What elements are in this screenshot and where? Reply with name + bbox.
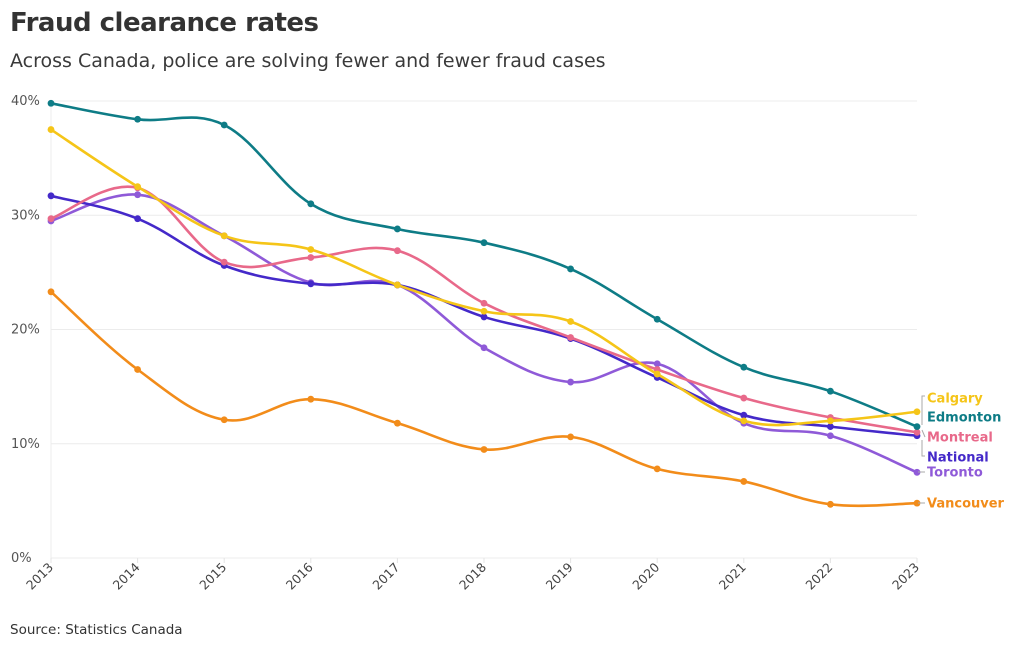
series-calgary: [47, 126, 921, 427]
point-calgary: [827, 417, 834, 425]
point-toronto: [134, 191, 142, 199]
point-vancouver: [653, 465, 661, 473]
x-tick-label: 2014: [110, 559, 143, 592]
point-edmonton: [567, 265, 574, 273]
x-axis: 2013 2014 2015 2016 2017 2018 2019 2020 2021 2022…: [23, 558, 922, 593]
point-montreal: [47, 215, 55, 223]
point-vancouver: [394, 419, 401, 427]
point-national: [307, 280, 315, 288]
x-tick-label: 2018: [456, 559, 489, 592]
y-tick-label: 40%: [11, 94, 40, 109]
point-montreal: [913, 428, 921, 436]
x-tick-label: 2023: [889, 560, 922, 593]
x-tick-label: 2019: [543, 559, 576, 592]
point-vancouver: [220, 416, 228, 424]
point-montreal: [220, 258, 228, 266]
point-calgary: [394, 281, 401, 289]
point-toronto: [480, 344, 488, 352]
label-bracket: [921, 429, 926, 457]
point-vancouver: [307, 395, 315, 403]
y-tick-label: 20%: [11, 323, 40, 338]
point-edmonton: [134, 115, 142, 123]
point-toronto: [913, 468, 921, 476]
point-edmonton: [394, 225, 401, 233]
series-toronto: [47, 191, 921, 476]
label-bracket: [921, 395, 925, 425]
point-edmonton: [307, 200, 315, 208]
point-vancouver: [134, 366, 142, 373]
x-tick-label: 2016: [283, 559, 316, 592]
x-tick-label: 2022: [802, 560, 835, 593]
point-montreal: [394, 247, 401, 255]
line-montreal: [49, 185, 919, 434]
point-edmonton: [220, 121, 228, 129]
end-label-national: National: [927, 451, 989, 466]
source-note: Source: Statistics Canada: [10, 622, 183, 638]
line-vancouver: [49, 290, 919, 508]
point-edmonton: [827, 387, 834, 395]
chart-subtitle: Across Canada, police are solving fewer …: [10, 50, 606, 72]
point-calgary: [220, 232, 228, 240]
point-vancouver: [827, 500, 834, 508]
line-toronto: [49, 193, 919, 474]
series-national: [47, 192, 921, 440]
point-calgary: [480, 307, 488, 315]
chart-title: Fraud clearance rates: [10, 8, 319, 38]
y-axis: 0% 10% 20% 30% 40%: [11, 94, 40, 566]
point-edmonton: [740, 363, 748, 371]
point-national: [134, 215, 142, 223]
gridlines: [50, 100, 917, 559]
x-tick-label: 2017: [369, 560, 402, 593]
point-national: [827, 423, 834, 431]
point-edmonton: [47, 99, 55, 107]
series-edmonton: [47, 99, 921, 431]
point-montreal: [480, 299, 488, 307]
x-tick-label: 2021: [716, 560, 749, 593]
point-montreal: [740, 394, 748, 402]
point-toronto: [567, 378, 574, 386]
point-calgary: [913, 408, 921, 416]
end-label-toronto: Toronto: [927, 466, 983, 481]
y-tick-label: 30%: [11, 208, 40, 223]
point-edmonton: [480, 239, 488, 247]
point-edmonton: [913, 423, 921, 431]
point-toronto: [653, 360, 661, 368]
point-vancouver: [913, 499, 921, 507]
end-label-vancouver: Vancouver: [927, 497, 1005, 512]
point-vancouver: [480, 446, 488, 453]
point-montreal: [307, 254, 315, 261]
point-calgary: [653, 370, 661, 378]
point-vancouver: [567, 433, 574, 441]
point-calgary: [47, 126, 55, 133]
point-vancouver: [47, 288, 55, 296]
point-national: [740, 411, 748, 419]
end-label-edmonton: Edmonton: [927, 411, 1001, 426]
series-vancouver: [47, 288, 921, 508]
point-montreal: [567, 334, 574, 341]
point-calgary: [134, 183, 142, 191]
end-label-calgary: Calgary: [927, 392, 983, 407]
end-label-montreal: Montreal: [927, 431, 993, 446]
x-tick-label: 2020: [629, 559, 662, 592]
line-edmonton: [49, 101, 919, 428]
point-national: [480, 313, 488, 321]
point-calgary: [307, 246, 315, 253]
point-calgary: [740, 417, 748, 425]
y-tick-label: 10%: [11, 437, 40, 452]
point-vancouver: [740, 478, 748, 485]
point-calgary: [567, 318, 574, 325]
point-national: [47, 192, 55, 200]
y-tick-label: 0%: [11, 551, 32, 566]
point-toronto: [827, 432, 834, 440]
point-edmonton: [653, 315, 661, 323]
x-tick-label: 2015: [196, 560, 229, 593]
series-lines: [47, 99, 921, 508]
